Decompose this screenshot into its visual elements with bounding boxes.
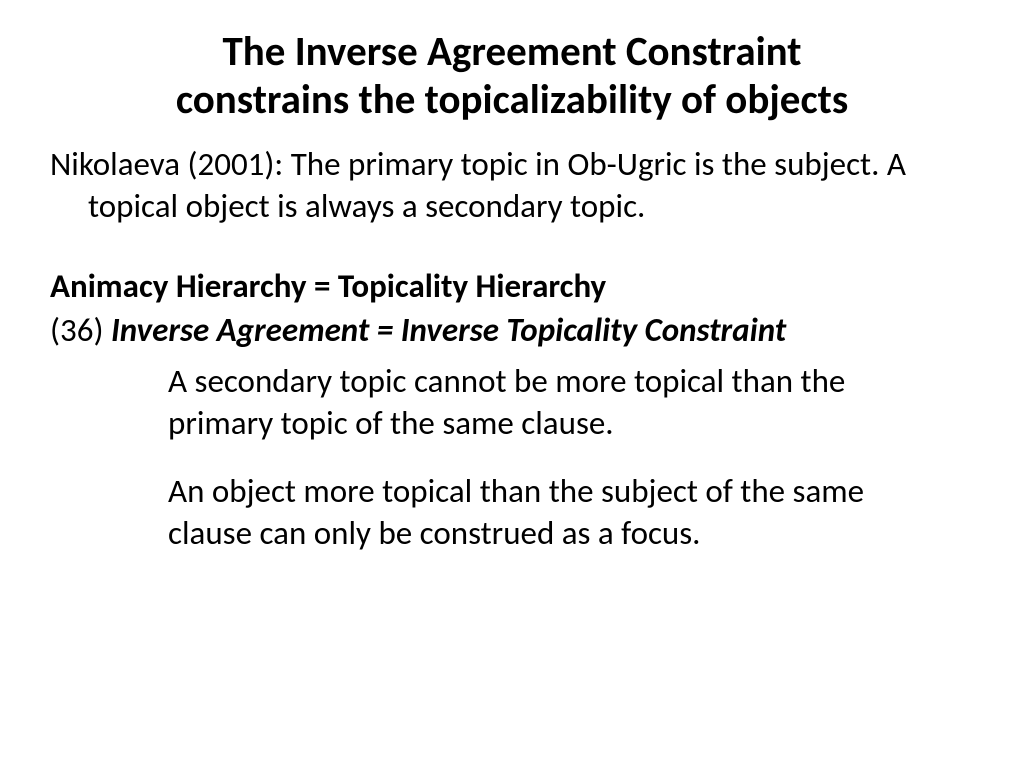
example-number: (36) [50,310,111,350]
paragraph-nikolaeva: Nikolaeva (2001): The primary topic in O… [50,143,974,227]
title-line-2: constrains the topicalizability of objec… [176,75,848,125]
hierarchy-heading: Animacy Hierarchy = Topicality Hierarchy [50,265,974,307]
slide-content: The Inverse Agreement Constraint constra… [0,0,1024,768]
definition-2: An object more topical than the subject … [50,470,974,554]
example-line: (36) Inverse Agreement = Inverse Topical… [50,309,974,351]
example-title: Inverse Agreement = Inverse Topicality C… [111,310,786,350]
definition-1: A secondary topic cannot be more topical… [50,360,974,444]
slide-title: The Inverse Agreement Constraint constra… [50,28,974,125]
title-line-1: The Inverse Agreement Constraint [222,27,801,77]
